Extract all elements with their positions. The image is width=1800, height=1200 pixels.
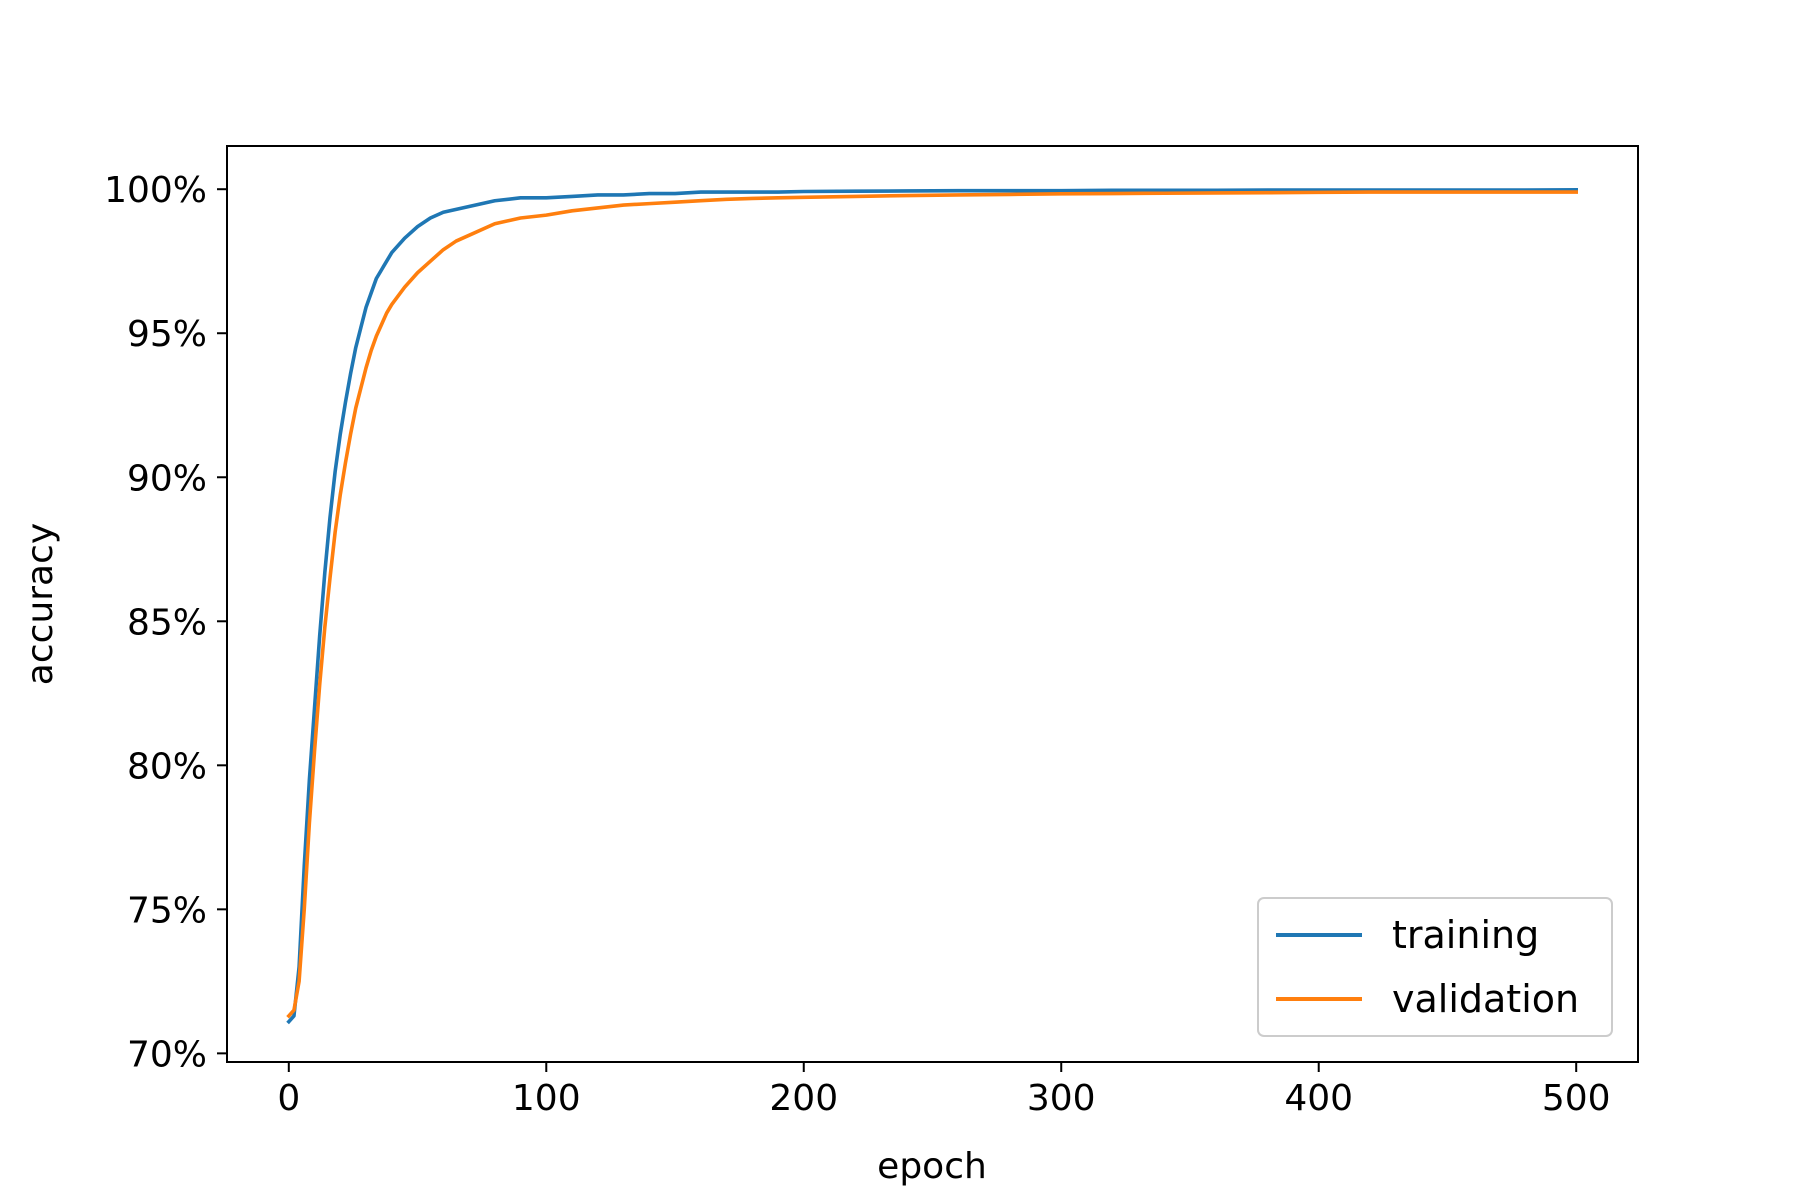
y-tick-label: 95% [127,314,207,355]
x-tick-label: 300 [1027,1078,1096,1119]
legend-box [1257,897,1613,1037]
x-tick-label: 0 [277,1078,300,1119]
series-layer [286,187,1579,1025]
y-tick-label: 85% [127,602,207,643]
x-axis-ticks: 0 100 200 300 400 500 [277,1062,1611,1119]
plot-frame [226,145,1639,1063]
y-tick-label: 75% [127,890,207,931]
legend: training validation [1257,897,1613,1037]
y-tick-label: 90% [127,458,207,499]
y-axis-ticks: 70% 75% 80% 85% 90% 95% 100% [104,170,227,1075]
y-tick-label: 70% [127,1034,207,1075]
legend-label-training: training [1392,913,1539,957]
series-line-training [286,187,1579,1025]
series-line-validation [286,190,1578,1019]
x-tick-label: 100 [512,1078,581,1119]
legend-label-validation: validation [1392,977,1579,1021]
x-axis-label: epoch [877,1146,987,1187]
y-tick-label: 80% [127,746,207,787]
x-tick-label: 400 [1284,1078,1353,1119]
y-axis-label: accuracy [20,523,61,685]
y-tick-label: 100% [104,170,207,211]
x-tick-label: 500 [1542,1078,1611,1119]
x-tick-label: 200 [769,1078,838,1119]
